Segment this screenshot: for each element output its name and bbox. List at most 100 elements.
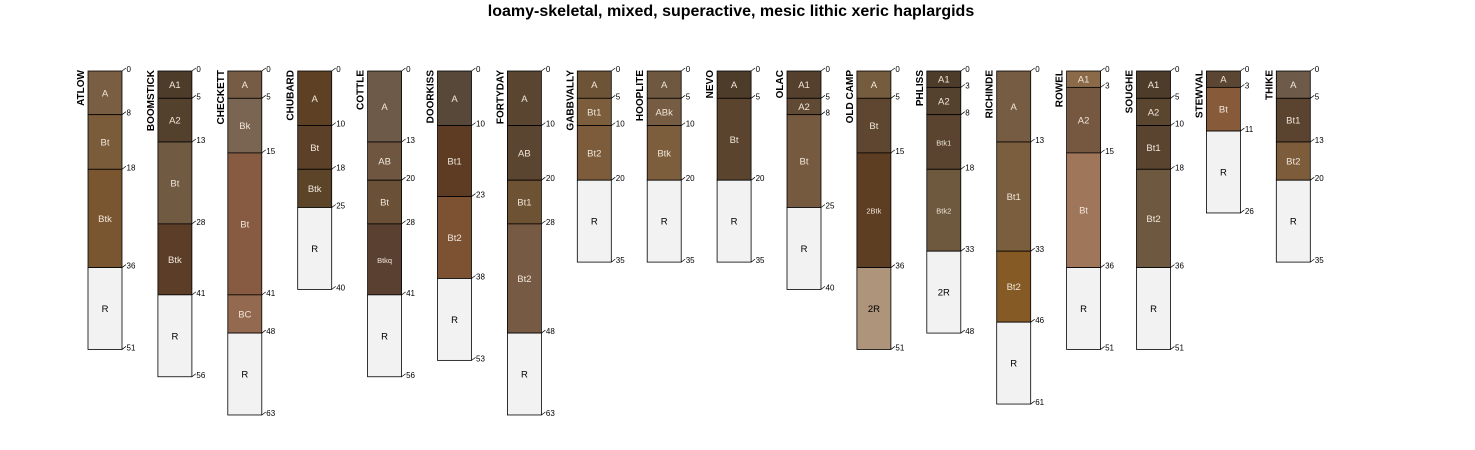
depth-label-nevo-1: 5 [756,92,761,101]
depth-tick-gabbvally-2 [611,122,616,126]
horizon-atlow-3 [87,267,123,350]
depth-tick-phliss-1 [960,84,966,88]
profile-name-thike: THIKE [1264,70,1275,100]
horizon-chubard-3 [297,207,333,290]
horizon-label-gabbvally-0: A [591,80,598,91]
horizon-doorkiss-0 [437,70,472,126]
depth-label-doorkiss-0: 0 [476,65,481,74]
depth-tick-boomstick-3 [191,220,197,225]
profiles-group: ATLOW A Bt Btk R 0 8 18 36 51 BOOMSTICK A1 A2 Bt Btk R 0… [76,65,1324,418]
horizon-label-atlow-1: Bt [101,137,110,148]
depth-label-atlow-2: 18 [127,163,136,172]
depth-tick-soughe-3 [1170,165,1175,170]
profile-hooplite: HOOPLITE A ABk Btk R 0 5 10 20 35 [635,65,695,265]
depth-tick-cottle-1 [401,138,406,143]
profile-name-rowel: ROWEL [1055,70,1066,107]
depth-tick-richinde-2 [1030,247,1035,252]
depth-label-boomstick-0: 0 [196,65,201,74]
depth-tick-gabbvally-4 [611,258,616,263]
horizon-doorkiss-1 [437,125,472,197]
depth-label-boomstick-4: 41 [196,289,205,298]
profile-fortyday: FORTYDAY A AB Bt1 Bt2 R 0 10 20 28 48 63 [495,65,555,418]
depth-tick-old-camp-1 [890,95,896,99]
depth-label-stewval-3: 26 [1245,207,1254,216]
depth-tick-doorkiss-4 [471,357,476,361]
depth-tick-richinde-1 [1030,138,1035,143]
depth-label-soughe-0: 0 [1175,65,1180,74]
depth-tick-richinde-4 [1030,400,1035,405]
horizon-label-atlow-3: R [102,304,109,315]
depth-label-cottle-5: 56 [406,371,415,380]
horizon-fortyday-0 [506,70,542,126]
depth-tick-stewval-3 [1240,209,1245,214]
depth-label-phliss-3: 18 [965,163,974,172]
horizon-label-chubard-3: R [311,244,318,255]
horizon-label-olac-0: A1 [798,80,810,91]
horizon-soughe-4 [1136,267,1171,350]
horizon-richinde-2 [996,250,1032,323]
depth-label-soughe-4: 36 [1175,262,1184,271]
depth-tick-old-camp-0 [890,67,896,72]
profile-name-hooplite: HOOPLITE [635,70,646,121]
horizon-label-hooplite-0: A [661,80,668,91]
depth-tick-nevo-3 [750,258,756,263]
horizon-label-stewval-1: Bt [1219,105,1228,116]
depth-tick-stewval-1 [1240,84,1245,88]
profile-name-soughe: SOUGHE [1125,70,1136,114]
profile-name-old-camp: OLD CAMP [845,70,856,124]
profile-name-olac: OLAC [775,70,786,98]
horizon-label-olac-2: Bt [800,157,809,168]
horizon-old-camp-3 [856,267,892,350]
depth-tick-checkett-0 [261,67,267,72]
horizon-old-camp-1 [856,97,892,154]
horizon-label-chubard-0: A [312,94,319,105]
horizon-atlow-0 [87,70,123,116]
profile-boomstick: BOOMSTICK A1 A2 Bt Btk R 0 5 13 28 41 56 [146,65,206,380]
depth-tick-atlow-0 [121,67,127,72]
depth-label-olac-1: 5 [826,92,831,101]
depth-tick-thike-0 [1310,67,1315,72]
depth-label-gabbvally-2: 10 [616,120,625,129]
depth-label-gabbvally-1: 5 [616,92,621,101]
depth-tick-hooplite-1 [680,95,686,99]
horizon-thike-1 [1275,97,1311,143]
depth-tick-old-camp-4 [890,346,896,350]
horizon-hooplite-2 [646,125,682,181]
depth-label-chubard-0: 0 [336,65,341,74]
depth-label-nevo-0: 0 [756,65,761,74]
depth-tick-doorkiss-3 [471,275,476,279]
depth-tick-doorkiss-1 [471,122,476,126]
depth-tick-checkett-4 [261,329,267,334]
depth-label-boomstick-5: 56 [196,371,205,380]
horizon-atlow-1 [87,114,123,170]
depth-label-fortyday-5: 63 [546,409,555,418]
horizon-label-phliss-1: A2 [938,97,950,108]
depth-label-checkett-3: 41 [266,289,275,298]
profile-nevo: NEVO A Bt R 0 5 20 35 [705,65,765,265]
horizon-label-phliss-2: Btk1 [936,138,951,147]
horizon-old-camp-0 [856,70,892,99]
horizon-gabbvally-3 [576,179,612,263]
profile-thike: THIKE A Bt1 Bt2 R 0 5 13 20 35 [1264,65,1324,265]
horizon-label-hooplite-1: ABk [655,107,673,118]
horizon-label-checkett-3: BC [238,309,251,320]
depth-label-richinde-4: 61 [1035,398,1044,407]
depth-tick-thike-3 [1310,176,1315,181]
horizon-label-fortyday-1: AB [518,148,531,159]
depth-tick-gabbvally-0 [611,67,616,72]
profile-gabbvally: GABBVALLY A Bt1 Bt2 R 0 5 10 20 35 [565,65,625,265]
profile-name-boomstick: BOOMSTICK [146,69,157,131]
horizon-label-atlow-2: Btk [98,214,112,225]
profile-rowel: ROWEL A1 A2 Bt R 0 3 15 36 51 [1055,65,1115,352]
depth-label-thike-1: 5 [1315,92,1320,101]
depth-label-thike-0: 0 [1315,65,1320,74]
depth-tick-olac-2 [820,111,826,115]
horizon-label-checkett-4: R [241,370,248,381]
depth-tick-phliss-2 [960,111,966,115]
horizon-label-doorkiss-3: R [451,315,458,326]
horizon-fortyday-3 [506,223,542,334]
depth-tick-olac-0 [820,67,826,72]
horizon-label-old-camp-0: A [871,80,878,91]
horizon-label-boomstick-4: R [171,331,178,342]
horizon-label-boomstick-0: A1 [169,80,181,91]
